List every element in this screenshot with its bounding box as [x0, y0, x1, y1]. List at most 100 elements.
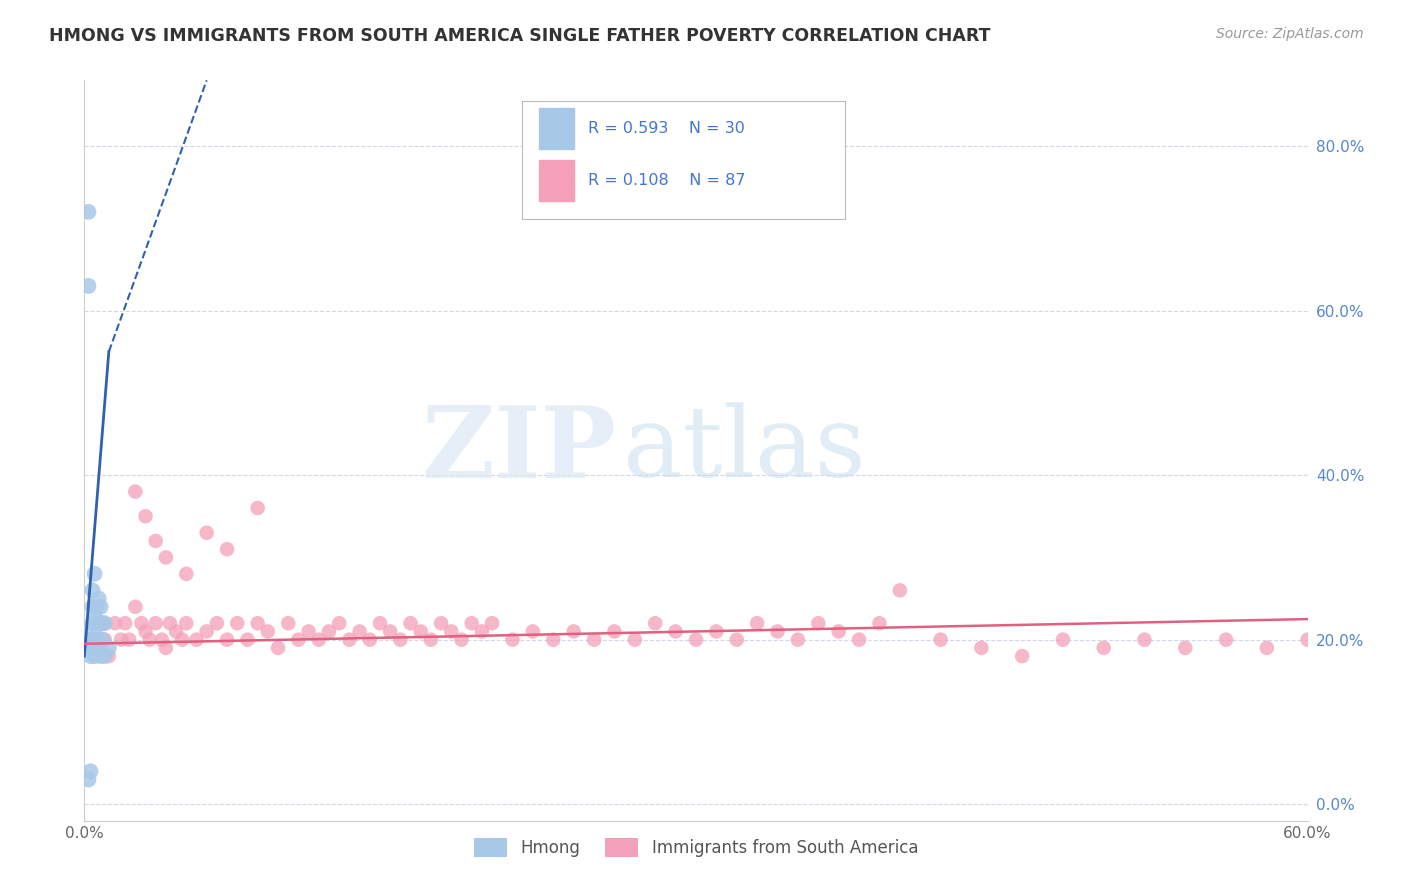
- Point: [399, 616, 422, 631]
- Point: [86, 599, 108, 614]
- Point: [77, 205, 100, 219]
- Point: [83, 607, 105, 622]
- Point: [79, 649, 101, 664]
- Point: [155, 640, 177, 655]
- Point: [807, 616, 830, 631]
- Legend: Hmong, Immigrants from South America: Hmong, Immigrants from South America: [467, 831, 925, 864]
- Point: [461, 616, 484, 631]
- Point: [145, 533, 167, 548]
- Point: [118, 632, 141, 647]
- Point: [409, 624, 432, 639]
- Point: [747, 616, 769, 631]
- Text: Source: ZipAtlas.com: Source: ZipAtlas.com: [1216, 27, 1364, 41]
- Point: [287, 632, 309, 647]
- Point: [298, 624, 321, 639]
- Point: [502, 632, 524, 647]
- Point: [869, 616, 891, 631]
- Point: [217, 632, 239, 647]
- Point: [624, 632, 647, 647]
- Point: [91, 632, 114, 647]
- Point: [77, 772, 100, 787]
- Point: [165, 624, 187, 639]
- Point: [135, 509, 157, 524]
- Bar: [540, 160, 574, 201]
- Point: [83, 649, 105, 664]
- Point: [1011, 649, 1033, 664]
- Point: [79, 640, 101, 655]
- Point: [440, 624, 463, 639]
- Point: [318, 624, 340, 639]
- Point: [644, 616, 666, 631]
- Point: [93, 616, 115, 631]
- Point: [124, 599, 146, 614]
- Point: [124, 484, 146, 499]
- Point: [174, 566, 197, 581]
- Point: [174, 616, 197, 631]
- Point: [114, 616, 136, 631]
- Point: [1296, 632, 1319, 647]
- Point: [328, 616, 350, 631]
- Point: [77, 279, 100, 293]
- Point: [929, 632, 952, 647]
- Point: [828, 624, 851, 639]
- Text: R = 0.593    N = 30: R = 0.593 N = 30: [588, 121, 745, 136]
- Point: [217, 542, 239, 557]
- Point: [195, 525, 218, 540]
- Point: [308, 632, 330, 647]
- Point: [86, 632, 108, 647]
- Point: [93, 632, 115, 647]
- Point: [195, 624, 218, 639]
- Point: [150, 632, 173, 647]
- Point: [83, 632, 105, 647]
- Point: [91, 616, 114, 631]
- Text: atlas: atlas: [623, 402, 865, 499]
- Text: R = 0.108    N = 87: R = 0.108 N = 87: [588, 173, 745, 187]
- Point: [848, 632, 870, 647]
- Point: [131, 616, 153, 631]
- Point: [186, 632, 208, 647]
- Point: [87, 591, 110, 606]
- Text: ZIP: ZIP: [422, 402, 616, 499]
- Point: [205, 616, 228, 631]
- Point: [246, 616, 269, 631]
- Point: [86, 616, 108, 631]
- Point: [1215, 632, 1237, 647]
- Point: [90, 599, 112, 614]
- Point: [267, 640, 290, 655]
- Point: [236, 632, 259, 647]
- Point: [87, 640, 110, 655]
- Point: [430, 616, 453, 631]
- Point: [79, 764, 101, 779]
- Point: [766, 624, 789, 639]
- Point: [389, 632, 412, 647]
- Point: [1052, 632, 1074, 647]
- Point: [471, 624, 494, 639]
- Point: [349, 624, 371, 639]
- Point: [83, 566, 105, 581]
- Point: [246, 501, 269, 516]
- Point: [522, 624, 544, 639]
- Point: [359, 632, 381, 647]
- Point: [1256, 640, 1278, 655]
- Point: [82, 616, 104, 631]
- Point: [97, 649, 120, 664]
- Point: [90, 649, 112, 664]
- Point: [90, 616, 112, 631]
- Point: [172, 632, 194, 647]
- Point: [562, 624, 585, 639]
- Point: [970, 640, 993, 655]
- Point: [155, 550, 177, 565]
- Point: [104, 616, 127, 631]
- Point: [82, 599, 104, 614]
- Point: [543, 632, 565, 647]
- Point: [1174, 640, 1197, 655]
- Point: [257, 624, 280, 639]
- Point: [79, 632, 101, 647]
- Point: [787, 632, 810, 647]
- Text: HMONG VS IMMIGRANTS FROM SOUTH AMERICA SINGLE FATHER POVERTY CORRELATION CHART: HMONG VS IMMIGRANTS FROM SOUTH AMERICA S…: [49, 27, 991, 45]
- Point: [83, 624, 105, 639]
- Point: [603, 624, 626, 639]
- Point: [226, 616, 249, 631]
- Point: [420, 632, 443, 647]
- Point: [706, 624, 728, 639]
